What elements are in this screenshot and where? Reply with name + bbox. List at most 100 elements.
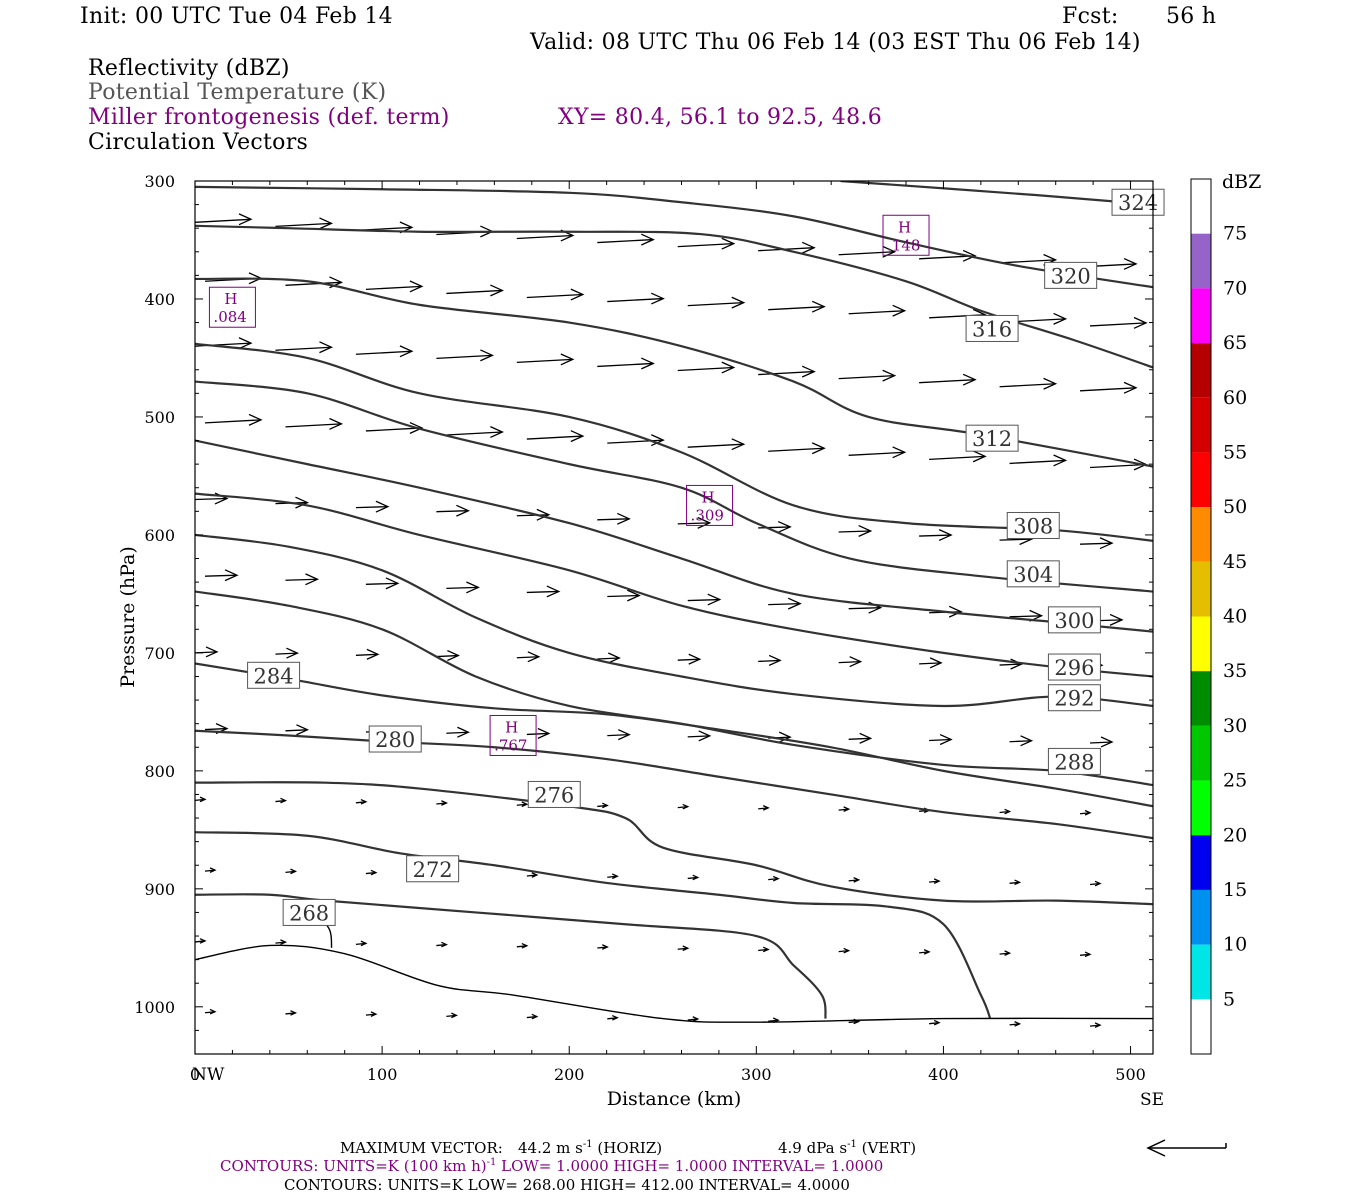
circulation-vector-head <box>843 806 851 812</box>
circulation-vector-head <box>688 653 702 665</box>
y-tick-label: 400 <box>144 290 175 309</box>
colorbar-segment <box>1191 507 1211 562</box>
circulation-vector <box>1080 542 1113 545</box>
max-vector-vert-tag: (VERT) <box>861 1139 917 1157</box>
colorbar-label: 25 <box>1223 770 1247 792</box>
circulation-vector-head <box>801 241 816 254</box>
circulation-vector-head <box>962 373 977 386</box>
circulation-vector-head <box>521 942 529 949</box>
circulation-vector <box>607 297 664 303</box>
circulation-vector-head <box>199 938 207 944</box>
circulation-vector <box>607 594 640 598</box>
circulation-vector-head <box>721 237 736 250</box>
circulation-vector-head <box>682 803 690 810</box>
frontogenesis-contour-units: CONTOURS: UNITS=K (100 km h) <box>220 1157 487 1175</box>
theta-contour-label-box <box>247 661 301 689</box>
circulation-vector-head <box>641 357 655 370</box>
circulation-vector <box>275 222 332 227</box>
circulation-vector-head <box>939 733 953 746</box>
colorbar-label: 5 <box>1223 988 1235 1010</box>
circulation-vector-head <box>1094 1022 1102 1028</box>
colorbar-segment <box>1191 452 1211 508</box>
theta-contour-label-box <box>1047 684 1101 712</box>
circulation-vector-head <box>370 869 378 876</box>
circulation-vector <box>919 662 942 665</box>
circulation-vector-head <box>1100 736 1114 748</box>
circulation-vector-head <box>651 434 665 447</box>
circulation-vector-head <box>801 365 816 378</box>
frontogenesis-max-value: .084 <box>213 308 246 326</box>
circulation-vector-head <box>948 605 963 618</box>
x-end-label-nw: NW <box>192 1065 225 1085</box>
forecast-label: Fcst: <box>1062 4 1119 29</box>
field-frontogenesis: Miller frontogenesis (def. term) <box>88 105 450 130</box>
circulation-vector <box>758 526 791 529</box>
colorbar-segment <box>1191 889 1211 945</box>
circulation-vector-head <box>451 1012 458 1019</box>
x-tick-label: 500 <box>1115 1065 1146 1084</box>
max-vector-horiz-value: 44.2 m s <box>518 1139 583 1157</box>
circulation-vector-head <box>521 801 529 808</box>
circulation-vector-head <box>892 304 907 317</box>
theta-contour-line <box>195 439 1153 633</box>
circulation-vector-head <box>531 1013 539 1020</box>
circulation-vector <box>204 727 228 731</box>
circulation-vector-head <box>480 349 494 362</box>
circulation-vector <box>848 451 905 456</box>
axis-ticks: 0 100 200 300 400 500 300 400 500 600 700 800 900 100… <box>134 172 1153 1084</box>
circulation-vector-head <box>602 802 609 809</box>
theta-contour-label-box <box>1047 653 1101 681</box>
theta-contour-label: 292 <box>1054 687 1094 711</box>
x-tick-label: 100 <box>367 1065 398 1084</box>
circulation-vector-head <box>1053 454 1068 467</box>
theta-contour-label-box <box>282 898 336 926</box>
circulation-vectors <box>195 213 1148 1028</box>
circulation-vector <box>848 737 871 740</box>
circulation-vector <box>204 419 262 424</box>
colorbar-segment <box>1191 835 1211 890</box>
x-tick-label: 0 <box>190 1065 200 1084</box>
frontogenesis-contour-info: CONTOURS: UNITS=K (100 km h)-1 LOW= 1.00… <box>220 1157 883 1175</box>
circulation-vector <box>1009 459 1066 465</box>
colorbar-segment <box>1191 397 1211 453</box>
max-vector-vert-exponent: -1 <box>847 1139 857 1150</box>
circulation-vector-head <box>843 947 851 954</box>
plot-frame <box>194 180 1154 1055</box>
circulation-vector-head <box>1020 735 1034 747</box>
theta-contour-label: 308 <box>1013 514 1053 538</box>
circulation-vector <box>526 732 549 736</box>
circulation-vector-head <box>698 730 712 742</box>
circulation-vector-head <box>295 496 310 509</box>
circulation-vector <box>526 293 583 299</box>
circulation-vector-head <box>772 875 780 882</box>
circulation-vector-head <box>570 288 585 301</box>
circulation-vector-head <box>280 797 288 804</box>
circulation-vector-head <box>612 1014 619 1021</box>
y-tick-label: 1000 <box>134 998 175 1017</box>
circulation-vector <box>999 538 1032 541</box>
circulation-vector <box>516 514 549 517</box>
circulation-vector-head <box>692 1016 700 1022</box>
circulation-vector-head <box>929 657 943 669</box>
circulation-vector <box>285 729 308 732</box>
y-tick-label: 900 <box>144 880 175 899</box>
circulation-vector <box>285 578 318 581</box>
theta-contour-label-box <box>1006 511 1060 539</box>
circulation-vector-head <box>537 727 551 739</box>
circulation-vector-head <box>731 438 746 451</box>
circulation-vector-head <box>602 944 609 950</box>
theta-contour-line <box>195 224 1153 369</box>
circulation-vector-head <box>366 648 380 660</box>
colorbar-label: 30 <box>1223 715 1247 737</box>
theta-contour-line <box>195 944 1153 1023</box>
max-vector-horiz: 44.2 m s-1 (HORIZ) <box>518 1139 662 1157</box>
circulation-vector-head <box>651 292 665 305</box>
circulation-vector-head <box>1099 537 1114 550</box>
circulation-vector <box>999 259 1056 264</box>
circulation-vector-head <box>205 646 219 658</box>
colorbar-label: 60 <box>1223 387 1247 409</box>
circulation-vector-head <box>858 525 873 537</box>
circulation-vector-head <box>849 656 863 668</box>
field-reflectivity: Reflectivity (dBZ) <box>88 56 290 81</box>
